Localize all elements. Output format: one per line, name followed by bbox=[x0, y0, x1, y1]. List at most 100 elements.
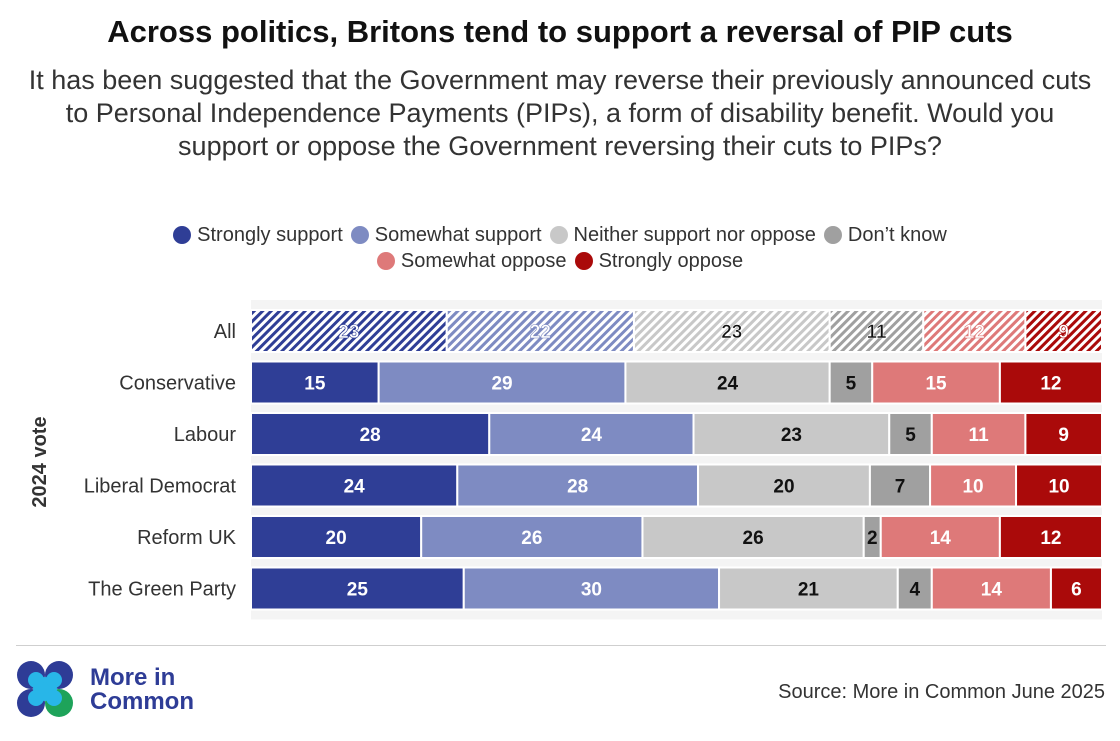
bar-labour-don-t-know bbox=[888, 412, 933, 456]
legend-label: Don’t know bbox=[847, 224, 947, 246]
legend-label: Somewhat support bbox=[374, 224, 542, 246]
legend-item-strongly-oppose: Strongly oppose bbox=[574, 248, 744, 274]
data-label-the-green-party-don-t-know: 4 bbox=[909, 580, 920, 601]
bar-all-strongly-support bbox=[250, 309, 448, 353]
bar-reform-uk-strongly-oppose bbox=[998, 515, 1104, 559]
bar-the-green-party-somewhat-support bbox=[462, 566, 721, 611]
data-label-all-neither-support-nor-oppose: 23 bbox=[721, 322, 742, 343]
data-label-liberal-democrat-don-t-know: 7 bbox=[895, 477, 906, 498]
data-label-labour-neither-support-nor-oppose: 23 bbox=[781, 425, 802, 446]
bar-reform-uk-somewhat-oppose bbox=[879, 515, 1001, 559]
legend-label: Strongly support bbox=[197, 224, 343, 246]
data-label-the-green-party-somewhat-support: 30 bbox=[581, 580, 602, 601]
logo-line-1: More in bbox=[90, 664, 176, 691]
legend-label: Somewhat oppose bbox=[400, 250, 567, 272]
bar-the-green-party-don-t-know bbox=[896, 566, 933, 611]
bar-liberal-democrat-don-t-know bbox=[868, 463, 932, 508]
data-label-labour-somewhat-support: 24 bbox=[581, 425, 603, 446]
legend-swatch bbox=[823, 226, 842, 244]
bar-labour-somewhat-oppose bbox=[930, 412, 1027, 456]
footer-divider bbox=[16, 645, 1106, 646]
bar-labour-neither-support-nor-oppose bbox=[692, 412, 891, 456]
bar-all-neither-support-nor-oppose bbox=[632, 309, 831, 353]
data-label-conservative-somewhat-oppose: 15 bbox=[925, 374, 947, 395]
bar-liberal-democrat-neither-support-nor-oppose bbox=[696, 463, 871, 508]
legend-item-don-t-know: Don’t know bbox=[823, 222, 947, 248]
chart-subtitle: It has been suggested that the Governmen… bbox=[28, 65, 1092, 161]
bar-reform-uk-somewhat-support bbox=[420, 515, 644, 559]
bar-the-green-party-neither-support-nor-oppose bbox=[718, 566, 899, 611]
data-label-all-strongly-oppose: 9 bbox=[1058, 322, 1069, 343]
bar-liberal-democrat-strongly-support bbox=[250, 463, 459, 508]
data-label-liberal-democrat-strongly-oppose: 10 bbox=[1048, 477, 1069, 498]
bar-conservative-strongly-oppose bbox=[998, 360, 1104, 405]
bar-all-strongly-oppose bbox=[1024, 309, 1104, 353]
data-label-reform-uk-somewhat-support: 26 bbox=[521, 528, 542, 549]
data-label-conservative-strongly-oppose: 12 bbox=[1040, 374, 1061, 395]
legend-item-strongly-support: Strongly support bbox=[173, 222, 343, 248]
data-label-labour-strongly-oppose: 9 bbox=[1058, 425, 1069, 446]
data-label-the-green-party-neither-support-nor-oppose: 21 bbox=[798, 580, 820, 601]
legend-swatch bbox=[549, 226, 568, 244]
data-label-all-strongly-support: 23 bbox=[338, 322, 359, 343]
data-label-labour-strongly-support: 28 bbox=[360, 425, 381, 446]
data-label-conservative-somewhat-support: 29 bbox=[491, 374, 512, 395]
more-in-common-logo-icon bbox=[17, 661, 73, 717]
category-label-the-green-party: The Green Party bbox=[88, 579, 236, 601]
data-label-all-don-t-know: 11 bbox=[866, 322, 887, 343]
bar-labour-strongly-support bbox=[250, 412, 491, 456]
chart-title: Across politics, Britons tend to support… bbox=[107, 14, 1013, 49]
bar-liberal-democrat-strongly-oppose bbox=[1015, 463, 1103, 508]
data-label-reform-uk-don-t-know: 2 bbox=[867, 528, 878, 549]
data-label-all-somewhat-oppose: 12 bbox=[964, 322, 985, 343]
legend-swatch bbox=[574, 252, 593, 270]
legend-swatch bbox=[376, 252, 395, 270]
plot-background bbox=[251, 300, 1102, 620]
bar-the-green-party-strongly-support bbox=[250, 566, 465, 611]
y-axis-title: 2024 vote bbox=[29, 416, 51, 507]
data-label-conservative-strongly-support: 15 bbox=[304, 374, 326, 395]
legend-label: Neither support nor oppose bbox=[573, 224, 816, 246]
data-label-conservative-neither-support-nor-oppose: 24 bbox=[717, 374, 739, 395]
data-label-liberal-democrat-strongly-support: 24 bbox=[344, 477, 366, 498]
category-label-all: All bbox=[214, 321, 236, 343]
data-label-labour-don-t-know: 5 bbox=[905, 425, 916, 446]
data-label-reform-uk-somewhat-oppose: 14 bbox=[930, 528, 952, 549]
category-label-conservative: Conservative bbox=[119, 373, 236, 395]
category-label-liberal-democrat: Liberal Democrat bbox=[84, 476, 237, 498]
legend-swatch bbox=[350, 226, 369, 244]
category-label-reform-uk: Reform UK bbox=[137, 527, 237, 549]
bar-conservative-somewhat-support bbox=[377, 360, 627, 405]
bar-all-somewhat-support bbox=[445, 309, 635, 353]
data-label-liberal-democrat-neither-support-nor-oppose: 20 bbox=[773, 477, 794, 498]
bar-the-green-party-strongly-oppose bbox=[1049, 566, 1103, 611]
legend-swatch bbox=[173, 226, 192, 244]
bar-conservative-somewhat-oppose bbox=[871, 360, 1001, 405]
data-label-liberal-democrat-somewhat-support: 28 bbox=[567, 477, 588, 498]
data-label-the-green-party-strongly-oppose: 6 bbox=[1071, 580, 1082, 601]
legend-item-neither-support-nor-oppose: Neither support nor oppose bbox=[549, 222, 816, 248]
data-label-all-somewhat-support: 22 bbox=[530, 322, 551, 343]
legend-item-somewhat-oppose: Somewhat oppose bbox=[376, 248, 567, 274]
legend: Strongly support Somewhat support Neither … bbox=[60, 222, 1060, 274]
logo-line-2: Common bbox=[90, 688, 194, 715]
bar-all-don-t-know bbox=[828, 309, 925, 353]
category-label-labour: Labour bbox=[174, 424, 237, 446]
source-note: Source: More in Common June 2025 bbox=[778, 681, 1105, 703]
bar-reform-uk-strongly-support bbox=[250, 515, 423, 559]
bar-all-somewhat-oppose bbox=[922, 309, 1027, 353]
data-label-the-green-party-strongly-support: 25 bbox=[347, 580, 369, 601]
logo-text: More in Common bbox=[90, 666, 194, 714]
bar-conservative-don-t-know bbox=[828, 360, 874, 405]
bar-labour-somewhat-support bbox=[488, 412, 695, 456]
data-label-reform-uk-neither-support-nor-oppose: 26 bbox=[743, 528, 764, 549]
bar-labour-strongly-oppose bbox=[1024, 412, 1104, 456]
data-label-labour-somewhat-oppose: 11 bbox=[969, 425, 990, 446]
legend-item-somewhat-support: Somewhat support bbox=[350, 222, 542, 248]
bar-liberal-democrat-somewhat-oppose bbox=[929, 463, 1018, 508]
data-label-reform-uk-strongly-oppose: 12 bbox=[1040, 528, 1061, 549]
legend-label: Strongly oppose bbox=[598, 250, 744, 272]
data-label-conservative-don-t-know: 5 bbox=[846, 374, 857, 395]
data-label-reform-uk-strongly-support: 20 bbox=[326, 528, 347, 549]
